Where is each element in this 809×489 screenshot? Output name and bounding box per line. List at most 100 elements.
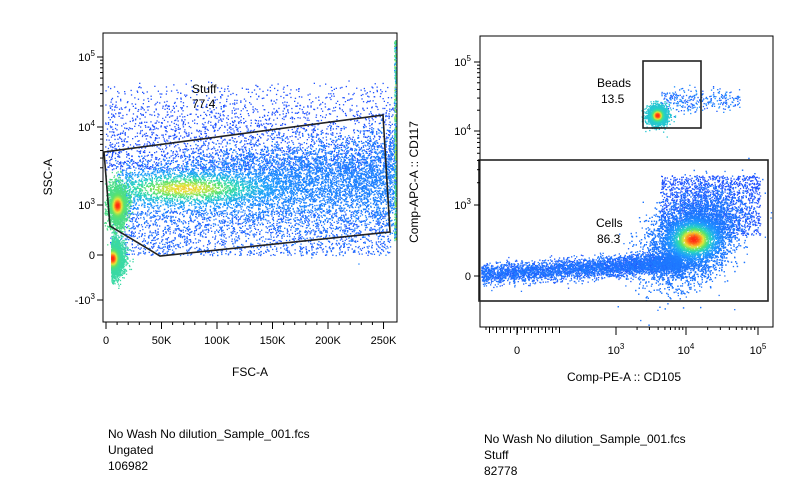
event-dot <box>148 100 150 102</box>
event-dot <box>279 213 281 215</box>
event-dot <box>163 151 165 153</box>
event-dot <box>390 202 392 205</box>
event-dot <box>366 176 368 179</box>
event-dot <box>164 155 166 157</box>
event-dot <box>352 229 355 231</box>
event-dot <box>373 160 375 162</box>
event-dot <box>279 240 281 242</box>
event-dot <box>280 225 282 227</box>
event-dot <box>221 94 223 96</box>
event-dot <box>140 108 142 110</box>
event-dot <box>331 214 333 217</box>
event-dot <box>343 229 345 231</box>
event-dot <box>279 128 281 131</box>
event-dot <box>263 142 265 144</box>
event-dot <box>188 248 191 250</box>
event-dot <box>259 215 262 217</box>
event-dot <box>384 243 386 246</box>
event-dot <box>208 143 210 145</box>
event-dot <box>336 195 339 197</box>
event-dot <box>209 138 211 141</box>
event-dot <box>243 98 246 100</box>
event-dot <box>116 129 118 131</box>
event-dot <box>354 240 356 243</box>
event-dot <box>208 219 211 221</box>
event-dot <box>386 245 388 248</box>
event-dot <box>352 136 354 138</box>
event-dot <box>157 219 159 221</box>
event-dot <box>287 129 290 131</box>
event-dot <box>312 146 314 148</box>
event-dot <box>354 157 356 159</box>
event-dot <box>352 155 354 157</box>
event-dot <box>161 148 164 150</box>
event-dot <box>207 99 209 101</box>
event-dot <box>215 152 217 155</box>
event-dot <box>283 164 285 166</box>
event-dot <box>145 164 147 166</box>
event-dot <box>223 236 225 238</box>
event-dot <box>220 228 222 230</box>
event-dot <box>189 254 192 256</box>
event-dot <box>232 139 234 142</box>
event-dot <box>111 153 114 155</box>
event-dot <box>106 162 108 164</box>
event-dot <box>363 130 366 132</box>
event-dot <box>274 163 277 165</box>
event-dot <box>280 142 282 144</box>
event-dot <box>198 239 200 241</box>
event-dot <box>392 153 394 155</box>
event-dot <box>115 148 118 150</box>
event-dot <box>279 148 281 150</box>
event-dot <box>371 86 373 88</box>
event-dot <box>125 227 128 229</box>
event-dot <box>129 144 132 146</box>
event-dot <box>107 123 110 125</box>
event-dot <box>347 143 349 145</box>
event-dot <box>343 146 345 148</box>
event-dot <box>232 103 234 105</box>
event-dot <box>118 156 120 158</box>
event-dot <box>173 143 175 145</box>
event-dot <box>238 236 240 238</box>
event-dot <box>291 243 294 246</box>
event-dot <box>237 165 240 168</box>
event-dot <box>364 124 366 126</box>
event-dot <box>281 151 283 153</box>
event-dot <box>375 220 377 222</box>
event-dot <box>227 118 229 120</box>
event-dot <box>170 90 173 92</box>
event-dot <box>380 89 382 91</box>
event-dot <box>284 140 286 143</box>
event-dot <box>319 148 321 151</box>
event-dot <box>196 147 198 149</box>
event-dot <box>330 250 332 252</box>
event-dot <box>137 217 140 220</box>
event-dot <box>363 158 365 161</box>
event-dot <box>232 231 234 233</box>
event-dot <box>282 212 284 214</box>
event-dot <box>331 248 334 250</box>
event-dot <box>317 156 319 158</box>
event-dot <box>211 214 213 216</box>
event-dot <box>221 94 224 96</box>
event-dot <box>185 230 187 232</box>
event-dot <box>357 226 359 228</box>
event-dot <box>177 164 179 166</box>
event-dot <box>392 142 394 144</box>
event-dot <box>158 121 160 123</box>
event-dot <box>304 154 306 156</box>
event-dot <box>247 152 250 154</box>
event-dot <box>278 132 280 134</box>
event-dot <box>371 253 373 255</box>
event-dot <box>166 247 169 249</box>
event-dot <box>291 238 294 240</box>
event-dot <box>286 94 289 96</box>
event-dot <box>234 240 236 242</box>
event-dot <box>113 131 115 133</box>
event-dot <box>197 145 199 147</box>
event-dot <box>214 214 216 216</box>
event-dot <box>223 110 225 112</box>
event-dot <box>350 166 352 168</box>
event-dot <box>311 210 313 212</box>
